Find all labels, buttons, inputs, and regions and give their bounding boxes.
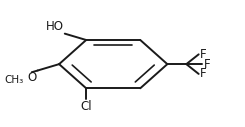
Text: HO: HO [46, 20, 64, 33]
Text: CH₃: CH₃ [4, 75, 24, 85]
Text: O: O [27, 71, 37, 84]
Text: F: F [204, 58, 211, 71]
Text: Cl: Cl [80, 100, 92, 113]
Text: F: F [200, 48, 207, 61]
Text: F: F [200, 67, 207, 80]
